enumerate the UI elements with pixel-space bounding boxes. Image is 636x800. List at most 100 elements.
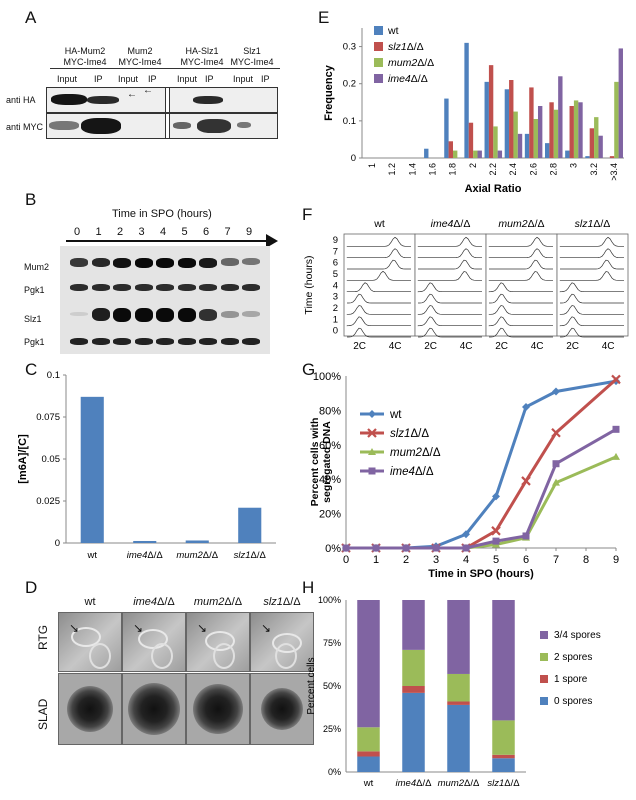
tick-label: 6 (523, 554, 529, 566)
bar (448, 141, 453, 158)
blot-divider (165, 114, 170, 138)
micrograph-rtg: ↘ (58, 612, 122, 672)
tick-label: mum2Δ/Δ (390, 447, 441, 459)
histogram-trace (560, 327, 624, 338)
bar (484, 81, 489, 158)
histogram-trace (418, 259, 482, 270)
panel-label-c: C (25, 360, 38, 379)
data-point (462, 530, 470, 539)
bar (537, 106, 543, 158)
bar (444, 98, 449, 158)
data-point (522, 402, 530, 411)
histogram-trace (488, 282, 553, 293)
blot-row-label: anti MYC (6, 122, 44, 132)
chart-axial-ratio: 0 0.1 0.2 0.3 1 1.2 1.4 1.6 1.8 2 2.2 2.4 2.6 2.8 3 3.2… (323, 25, 624, 195)
histogram-trace (559, 305, 624, 315)
histogram-trace (346, 248, 411, 259)
tick-label: 100% (313, 371, 341, 383)
tick-label: 1.6 (428, 163, 438, 176)
blot-band (81, 118, 121, 134)
bar (452, 150, 458, 158)
blot-band (242, 258, 260, 266)
lane-label: IP (205, 74, 214, 84)
micrograph-slad (122, 673, 186, 745)
tick-label: 1 (333, 314, 338, 325)
tick-label: wt (373, 218, 385, 230)
blot-band (220, 310, 239, 318)
blot-band (242, 311, 260, 318)
data-point (522, 532, 530, 540)
bar-segment (402, 600, 425, 650)
blot-band (237, 122, 251, 128)
tick-label: 20% (319, 509, 341, 521)
series-line (346, 379, 617, 550)
strain-label: slz1Δ/Δ (263, 596, 301, 608)
bar (544, 143, 550, 158)
lane-label: IP (261, 74, 270, 84)
yeast-cell (275, 643, 297, 669)
tick-label: 2C (566, 341, 579, 352)
bar (477, 150, 482, 158)
tick-label: 0 (351, 153, 356, 164)
tick-label: 1.8 (448, 163, 458, 176)
bar (509, 80, 514, 158)
bar (468, 122, 474, 158)
bar-segment (447, 701, 470, 705)
bar (614, 81, 619, 158)
timepoint-label: 2 (117, 226, 124, 238)
blot-band (220, 258, 239, 266)
histogram-trace (417, 316, 482, 327)
histogram-trace (559, 316, 624, 327)
histogram-trace (417, 248, 482, 259)
tick-label: 5 (493, 554, 499, 566)
bar-segment (492, 754, 515, 759)
tick-label: 2.8 (548, 163, 558, 176)
tick-label: 0% (325, 543, 341, 555)
bar (529, 87, 534, 158)
timepoint-label: 6 (203, 226, 210, 238)
blot-band (70, 312, 88, 316)
legend-swatch (540, 653, 548, 661)
blot-band (199, 308, 217, 321)
histogram-trace (559, 236, 624, 247)
bar-segment (402, 649, 425, 686)
blot-band (177, 338, 196, 345)
bar-segment (492, 720, 515, 755)
blot-band (113, 338, 131, 345)
blot-band (193, 96, 223, 104)
bar-segment (402, 692, 425, 772)
legend-label: 2 spores (554, 652, 592, 663)
arrow-icon: ← (143, 85, 153, 96)
timepoint-label: 9 (246, 226, 253, 238)
bar (594, 117, 599, 158)
tick-label: 3 (333, 292, 338, 303)
tick-label: 3 (569, 163, 579, 168)
blot-band (70, 338, 88, 345)
blot-band (91, 338, 110, 345)
blot-band (242, 284, 260, 291)
yeast-cell (151, 643, 173, 669)
tick-label: 4C (460, 341, 473, 352)
blot-divider (165, 88, 170, 112)
timepoint-label: 3 (138, 226, 145, 238)
tick-label: 0 (55, 538, 60, 549)
tick-label: 6 (333, 258, 338, 269)
series-line (346, 428, 617, 550)
data-point (552, 460, 560, 468)
tick-label: 1.4 (407, 163, 417, 176)
tick-label: slz1Δ/Δ (390, 428, 429, 440)
tick-label: 0.1 (47, 370, 60, 381)
legend-swatch (374, 74, 383, 83)
blot-row-label: Pgk1 (24, 337, 45, 347)
histogram-panel (556, 233, 629, 337)
tick-label: 4C (389, 341, 402, 352)
tick-label: mum2Δ/Δ (176, 550, 218, 561)
tick-label: 80% (319, 405, 341, 417)
histogram-trace (347, 327, 411, 338)
micrograph-slad (250, 673, 314, 745)
histogram-trace (488, 236, 553, 247)
histogram-trace (346, 305, 411, 315)
data-point (432, 544, 440, 552)
histogram-panel (343, 233, 416, 337)
bar (524, 133, 530, 158)
